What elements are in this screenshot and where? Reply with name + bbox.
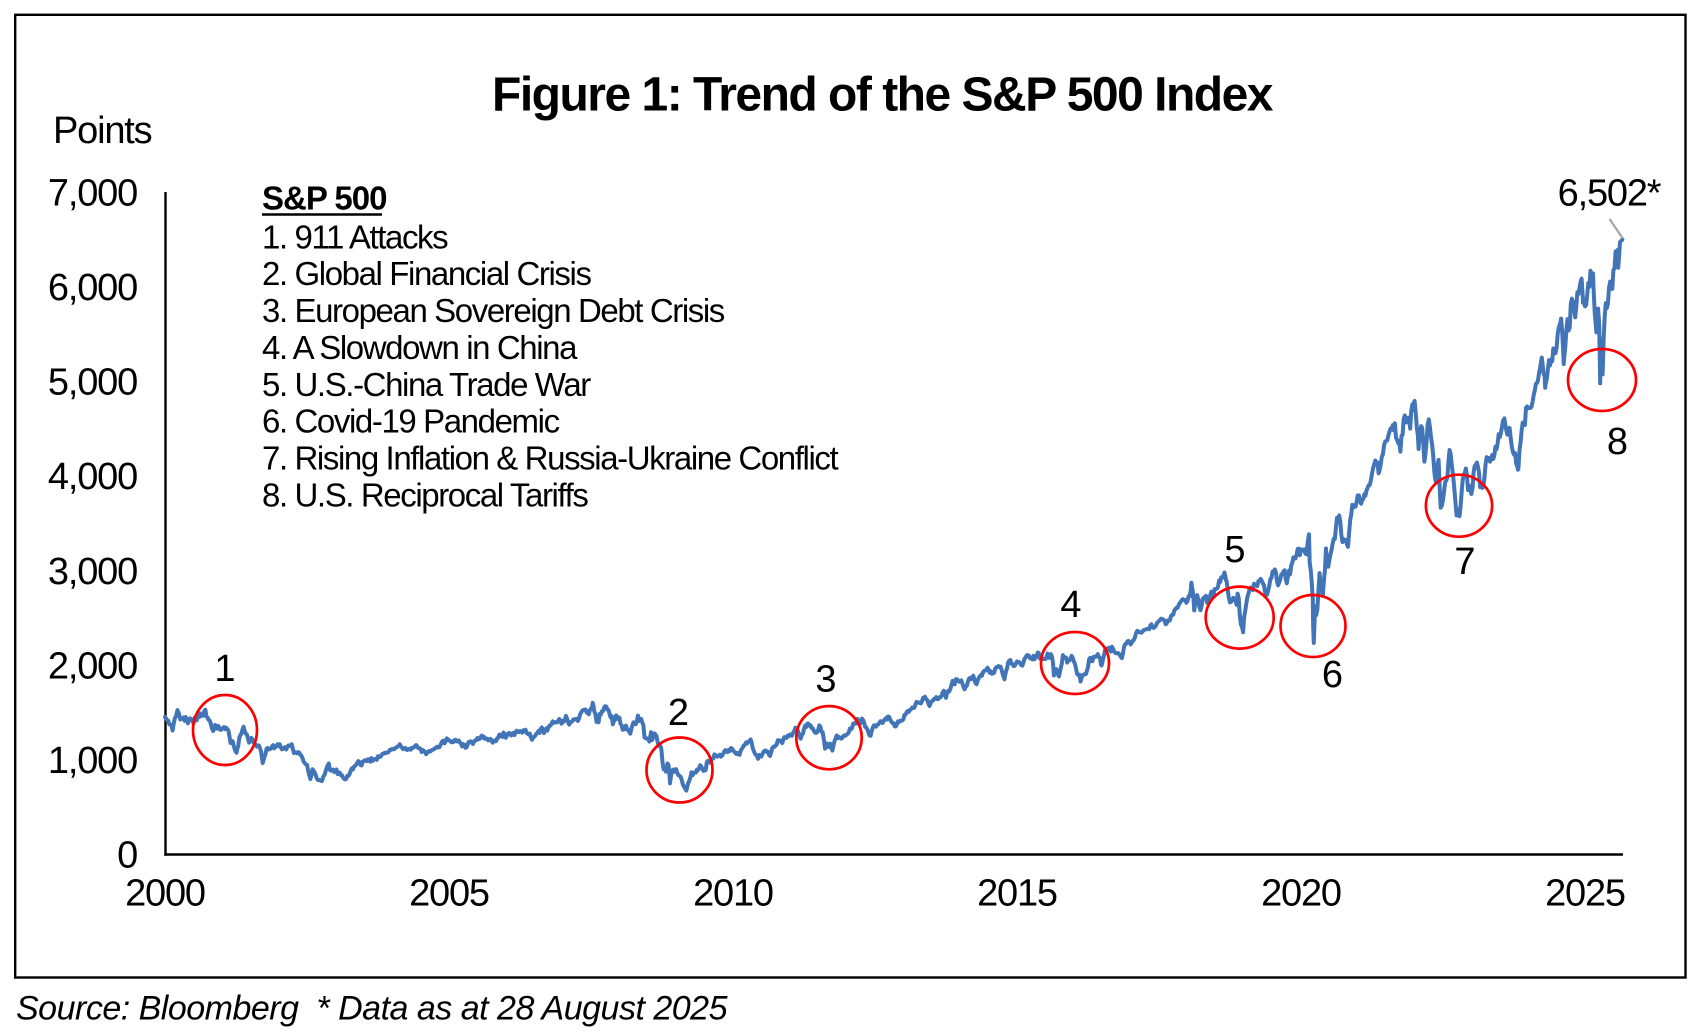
svg-text:1. 911 Attacks: 1. 911 Attacks (262, 218, 448, 255)
svg-text:5. U.S.-China Trade War: 5. U.S.-China Trade War (262, 366, 591, 403)
svg-text:7,000: 7,000 (48, 173, 137, 215)
svg-text:2005: 2005 (409, 873, 489, 915)
svg-text:0: 0 (117, 835, 137, 877)
svg-text:1,000: 1,000 (48, 740, 137, 782)
svg-text:2015: 2015 (977, 873, 1057, 915)
svg-text:4,000: 4,000 (48, 456, 137, 498)
svg-text:6. Covid-19 Pandemic: 6. Covid-19 Pandemic (262, 403, 560, 440)
svg-text:2025: 2025 (1545, 873, 1625, 915)
svg-text:6,502*: 6,502* (1558, 173, 1662, 215)
svg-text:7. Rising Inflation & Russia-U: 7. Rising Inflation & Russia-Ukraine Con… (262, 440, 838, 477)
svg-text:1: 1 (214, 648, 235, 690)
svg-text:7: 7 (1454, 541, 1475, 583)
svg-text:5,000: 5,000 (48, 362, 137, 404)
svg-text:Source: Bloomberg * Data as a: Source: Bloomberg * Data as at 28 August… (16, 989, 728, 1027)
svg-text:4. A Slowdown in China: 4. A Slowdown in China (262, 329, 578, 366)
svg-text:3,000: 3,000 (48, 551, 137, 593)
svg-text:2010: 2010 (693, 873, 773, 915)
svg-text:2. Global Financial Crisis: 2. Global Financial Crisis (262, 255, 591, 292)
svg-text:3. European Sovereign Debt Cri: 3. European Sovereign Debt Crisis (262, 292, 725, 329)
svg-text:2000: 2000 (125, 873, 205, 915)
svg-text:2020: 2020 (1261, 873, 1341, 915)
svg-text:Points: Points (53, 110, 152, 152)
svg-text:8. U.S. Reciprocal Tariffs: 8. U.S. Reciprocal Tariffs (262, 476, 588, 513)
svg-text:5: 5 (1224, 529, 1245, 571)
svg-text:6,000: 6,000 (48, 267, 137, 309)
svg-text:2: 2 (668, 692, 689, 734)
svg-text:3: 3 (815, 659, 836, 701)
svg-text:Figure 1: Trend of the S&P 500: Figure 1: Trend of the S&P 500 Index (492, 69, 1274, 122)
svg-text:4: 4 (1060, 584, 1081, 626)
svg-text:2,000: 2,000 (48, 645, 137, 687)
svg-text:6: 6 (1322, 654, 1343, 696)
svg-text:8: 8 (1607, 421, 1628, 463)
svg-text:S&P 500: S&P 500 (262, 180, 386, 217)
